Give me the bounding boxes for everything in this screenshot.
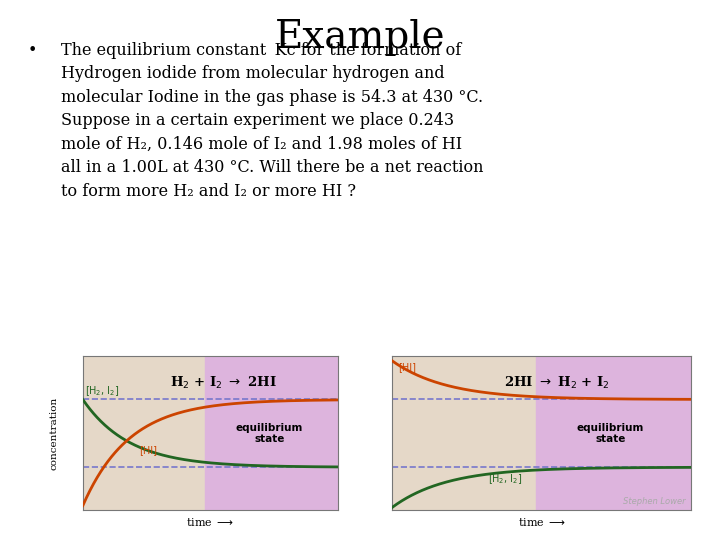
Bar <box>205 356 338 510</box>
Bar <box>536 356 691 510</box>
Text: Stephen Lower: Stephen Lower <box>623 497 685 505</box>
Text: [HI]: [HI] <box>139 445 157 455</box>
Text: 2HI $\rightarrow$ H$_2$ + I$_2$: 2HI $\rightarrow$ H$_2$ + I$_2$ <box>504 375 610 391</box>
Text: [H$_2$, I$_2$]: [H$_2$, I$_2$] <box>488 472 523 485</box>
X-axis label: time $\longrightarrow$: time $\longrightarrow$ <box>186 516 235 528</box>
Text: H$_2$ + I$_2$ $\rightarrow$ 2HI: H$_2$ + I$_2$ $\rightarrow$ 2HI <box>170 375 276 391</box>
Text: [H$_2$, I$_2$]: [H$_2$, I$_2$] <box>86 384 120 398</box>
X-axis label: time $\longrightarrow$: time $\longrightarrow$ <box>518 516 566 528</box>
Text: concentration: concentration <box>50 397 58 470</box>
Text: equilibrium
state: equilibrium state <box>235 422 303 444</box>
Text: equilibrium
state: equilibrium state <box>577 422 644 444</box>
Text: The equilibrium constant  Kc for the formation of
Hydrogen iodide from molecular: The equilibrium constant Kc for the form… <box>61 42 484 200</box>
Text: Example: Example <box>275 19 445 56</box>
Text: •: • <box>27 42 37 59</box>
Text: [HI]: [HI] <box>398 362 416 373</box>
